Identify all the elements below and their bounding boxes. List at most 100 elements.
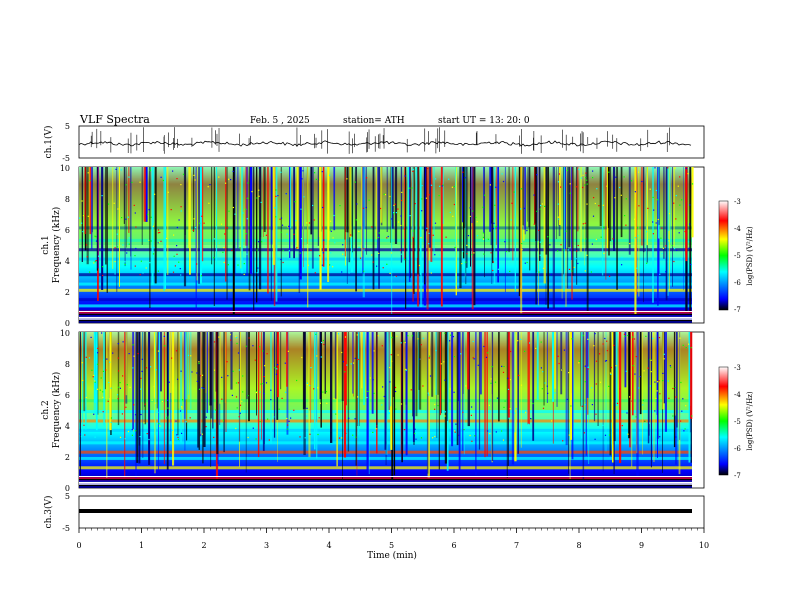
sferic-streak [569, 332, 571, 480]
sferic-streak [362, 167, 365, 298]
sferic-streak [270, 167, 273, 245]
spectrogram-speckle [194, 179, 196, 181]
spectrogram-speckle [127, 430, 130, 433]
spectrogram-speckle [166, 417, 168, 419]
spectrogram-speckle [476, 235, 479, 237]
spectrogram-speckle [288, 225, 290, 227]
spectrogram-speckle [131, 434, 133, 436]
spectrogram-speckle [673, 202, 675, 204]
spectrogram-speckle [128, 176, 130, 178]
spectrogram-speckle [407, 335, 409, 337]
spectrogram-speckle [342, 253, 344, 255]
sferic-streak [299, 167, 302, 280]
sferic-streak [135, 332, 137, 478]
sferic-streak [489, 167, 491, 232]
spectrogram-speckle [655, 222, 657, 224]
spectrogram-speckle [158, 411, 160, 413]
spectrogram-speckle [502, 371, 505, 373]
spectrogram-speckle [389, 381, 391, 383]
sferic-streak [462, 332, 464, 451]
ch1-colorbar-label: log(PSD) (V²/Hz) [746, 226, 754, 285]
spectrogram-speckle [140, 260, 142, 262]
spectrogram-speckle [497, 397, 499, 399]
spectrogram-speckle [400, 224, 402, 227]
spectrogram-speckle [670, 366, 672, 368]
spectrogram-speckle [174, 265, 176, 267]
spectrogram-speckle [520, 188, 523, 190]
sferic-streak [556, 332, 558, 407]
sferic-streak [496, 167, 497, 245]
spectrogram-speckle [355, 219, 357, 221]
spectrogram-speckle [252, 427, 254, 429]
spectrogram-speckle [652, 233, 654, 235]
spectrogram-speckle [584, 270, 586, 272]
spectrogram-speckle [650, 371, 652, 373]
spectrogram-speckle [453, 203, 455, 206]
spectrogram-speckle [471, 254, 473, 256]
spectrogram-speckle [117, 343, 119, 345]
spectrogram-speckle [365, 206, 367, 209]
spectrogram-speckle [658, 337, 661, 339]
sferic-streak [206, 332, 208, 413]
sferic-streak [674, 332, 676, 416]
spectrogram-speckle [454, 431, 456, 433]
spectrogram-speckle [453, 356, 456, 358]
spectrogram-speckle [329, 229, 331, 231]
ch1-waveform-panel: 5 -5 ch.1(V) [43, 122, 705, 163]
spectrogram-speckle [177, 378, 179, 380]
spectrogram-speckle [492, 228, 494, 230]
ch1-ytick-5: 5 [65, 122, 70, 131]
sferic-streak [628, 332, 631, 439]
spectrogram-speckle [157, 229, 160, 231]
ch3-waveform-panel: 5 -5 ch.3(V) [43, 492, 705, 533]
spectrogram-speckle [213, 369, 216, 371]
spectrogram-speckle [678, 232, 680, 234]
sferic-streak [426, 167, 429, 310]
sferic-streak [144, 332, 147, 425]
sferic-streak [522, 167, 524, 226]
spectrogram-speckle [562, 440, 564, 442]
sferic-streak [642, 332, 643, 455]
spectrogram-speckle [578, 362, 580, 364]
spectrogram-speckle [173, 255, 175, 257]
spectrogram-speckle [680, 258, 682, 260]
spectrogram-speckle [379, 207, 382, 210]
spectrogram-speckle [504, 400, 506, 402]
spectrogram-speckle [105, 369, 107, 371]
sferic-streak [155, 332, 156, 435]
spectrogram-lowfreq-stripe [79, 482, 692, 483]
spectrogram-speckle [569, 183, 571, 185]
spectrogram-speckle [126, 384, 128, 386]
spectrogram-speckle [592, 215, 595, 217]
sferic-streak [358, 332, 360, 436]
spectrogram-speckle [586, 183, 588, 185]
sferic-streak [184, 332, 186, 451]
spectrogram-speckle [134, 414, 137, 416]
spectrogram-speckle [487, 430, 489, 432]
sferic-streak [308, 332, 311, 458]
spectrogram-speckle [143, 422, 145, 424]
spectrogram-speckle [150, 426, 152, 428]
spectrogram-speckle [135, 430, 137, 432]
sferic-streak [96, 167, 98, 271]
sferic-streak [195, 167, 197, 311]
spectrogram-speckle [471, 406, 473, 408]
spectrogram-speckle [114, 247, 116, 249]
sferic-streak [166, 167, 169, 275]
spectrogram-speckle [465, 385, 467, 387]
spectrogram-speckle [585, 172, 587, 174]
spectrogram-speckle [239, 247, 241, 249]
sferic-streak [444, 332, 447, 464]
spectrogram-speckle [238, 416, 240, 418]
spectrogram-speckle [637, 235, 639, 237]
spectrogram-speckle [175, 420, 177, 422]
spectrogram-speckle [81, 200, 83, 202]
spectrogram-speckle [198, 362, 200, 365]
spectrogram-speckle [428, 243, 430, 245]
spectrogram-speckle [110, 387, 112, 389]
spectrogram-speckle [625, 224, 627, 226]
ch1-ytick-6: 6 [65, 226, 70, 235]
spectrogram-speckle [396, 335, 398, 337]
spectrogram-speckle [489, 184, 491, 186]
spectrogram-speckle [619, 388, 621, 390]
